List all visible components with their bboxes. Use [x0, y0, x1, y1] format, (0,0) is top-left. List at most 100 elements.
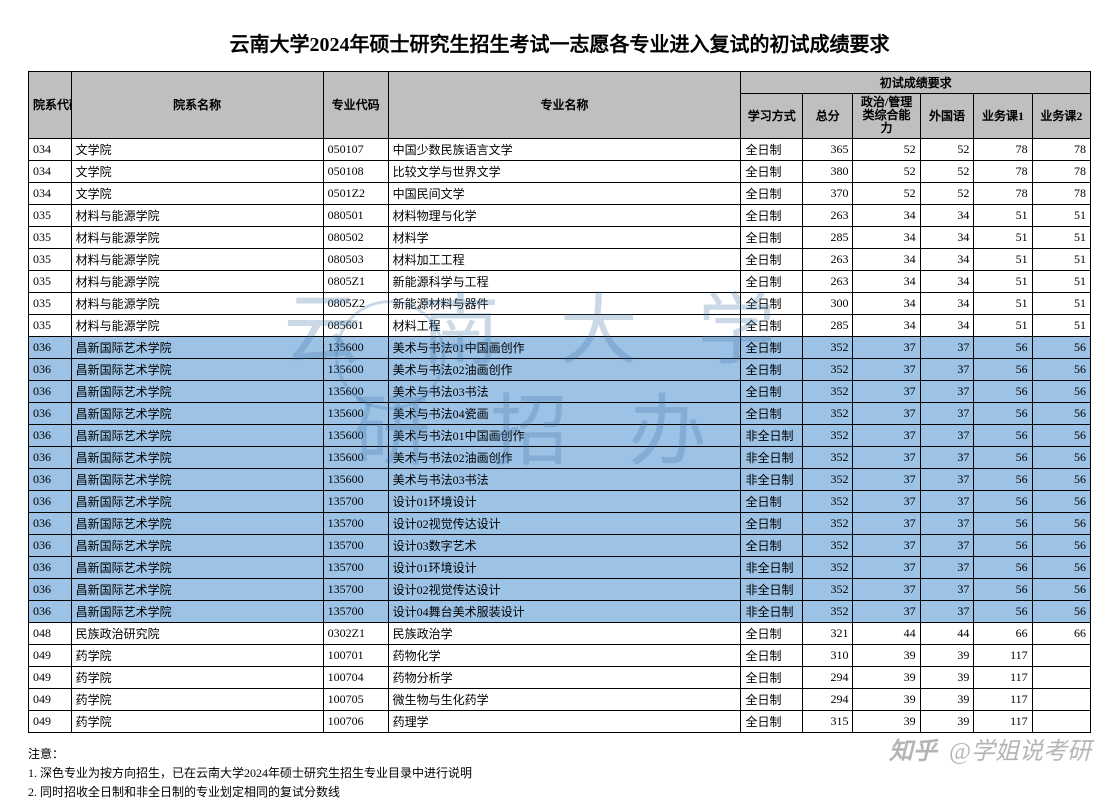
cell-maj: 135600: [323, 380, 388, 402]
cell-majn: 美术与书法03书法: [388, 380, 741, 402]
cell-s1: 51: [974, 204, 1032, 226]
cell-s1: 66: [974, 622, 1032, 644]
cell-majn: 美术与书法01中国画创作: [388, 336, 741, 358]
table-row: 036昌新国际艺术学院135700设计04舞台美术服装设计非全日制3523737…: [29, 600, 1091, 622]
cell-mode: 全日制: [741, 402, 803, 424]
cell-mode: 全日制: [741, 534, 803, 556]
cell-mode: 全日制: [741, 336, 803, 358]
cell-s2: 56: [1032, 556, 1090, 578]
cell-maj: 080502: [323, 226, 388, 248]
cell-s1: 78: [974, 138, 1032, 160]
cell-s2: [1032, 710, 1090, 732]
cell-dept: 035: [29, 314, 72, 336]
cell-maj: 080501: [323, 204, 388, 226]
cell-deptn: 昌新国际艺术学院: [71, 490, 323, 512]
cell-s2: 51: [1032, 292, 1090, 314]
cell-lang: 37: [920, 578, 974, 600]
th-dept-code: 院系代码: [29, 72, 72, 139]
cell-maj: 100706: [323, 710, 388, 732]
cell-pol: 52: [853, 160, 920, 182]
cell-deptn: 昌新国际艺术学院: [71, 468, 323, 490]
cell-maj: 100704: [323, 666, 388, 688]
cell-lang: 37: [920, 336, 974, 358]
cell-majn: 设计01环境设计: [388, 556, 741, 578]
cell-total: 285: [803, 226, 853, 248]
cell-s1: 56: [974, 512, 1032, 534]
cell-s2: 51: [1032, 248, 1090, 270]
cell-s2: 56: [1032, 336, 1090, 358]
cell-deptn: 昌新国际艺术学院: [71, 402, 323, 424]
cell-maj: 050107: [323, 138, 388, 160]
cell-s2: [1032, 666, 1090, 688]
cell-deptn: 材料与能源学院: [71, 270, 323, 292]
cell-deptn: 文学院: [71, 182, 323, 204]
cell-deptn: 昌新国际艺术学院: [71, 424, 323, 446]
cell-mode: 全日制: [741, 710, 803, 732]
table-header: 院系代码 院系名称 专业代码 专业名称 初试成绩要求 学习方式 总分 政治/管理…: [29, 72, 1091, 139]
cell-majn: 药理学: [388, 710, 741, 732]
cell-majn: 美术与书法04瓷画: [388, 402, 741, 424]
cell-mode: 非全日制: [741, 578, 803, 600]
cell-mode: 非全日制: [741, 424, 803, 446]
score-table: 院系代码 院系名称 专业代码 专业名称 初试成绩要求 学习方式 总分 政治/管理…: [28, 71, 1091, 733]
cell-lang: 34: [920, 270, 974, 292]
cell-lang: 37: [920, 600, 974, 622]
cell-dept: 036: [29, 336, 72, 358]
cell-dept: 035: [29, 226, 72, 248]
cell-mode: 全日制: [741, 160, 803, 182]
cell-s2: 51: [1032, 314, 1090, 336]
cell-s1: 56: [974, 468, 1032, 490]
table-row: 036昌新国际艺术学院135600美术与书法01中国画创作全日制35237375…: [29, 336, 1091, 358]
th-major-name: 专业名称: [388, 72, 741, 139]
table-row: 035材料与能源学院080503材料加工工程全日制26334345151: [29, 248, 1091, 270]
cell-s1: 117: [974, 666, 1032, 688]
cell-majn: 美术与书法02油画创作: [388, 446, 741, 468]
cell-majn: 设计02视觉传达设计: [388, 512, 741, 534]
cell-maj: 100705: [323, 688, 388, 710]
page-title: 云南大学2024年硕士研究生招生考试一志愿各专业进入复试的初试成绩要求: [0, 0, 1119, 71]
cell-dept: 036: [29, 578, 72, 600]
th-major-code: 专业代码: [323, 72, 388, 139]
th-foreign: 外国语: [920, 94, 974, 139]
cell-dept: 036: [29, 512, 72, 534]
cell-s2: 56: [1032, 578, 1090, 600]
cell-deptn: 药学院: [71, 666, 323, 688]
cell-s1: 51: [974, 226, 1032, 248]
cell-deptn: 昌新国际艺术学院: [71, 358, 323, 380]
cell-s1: 117: [974, 688, 1032, 710]
cell-s1: 56: [974, 336, 1032, 358]
table-row: 035材料与能源学院080502材料学全日制28534345151: [29, 226, 1091, 248]
cell-dept: 036: [29, 424, 72, 446]
table-row: 034文学院0501Z2中国民间文学全日制37052527878: [29, 182, 1091, 204]
table-row: 035材料与能源学院080501材料物理与化学全日制26334345151: [29, 204, 1091, 226]
th-score-group: 初试成绩要求: [741, 72, 1091, 94]
cell-lang: 37: [920, 358, 974, 380]
cell-deptn: 药学院: [71, 688, 323, 710]
table-row: 036昌新国际艺术学院135700设计02视觉传达设计非全日制352373756…: [29, 578, 1091, 600]
cell-total: 263: [803, 204, 853, 226]
cell-pol: 52: [853, 138, 920, 160]
cell-mode: 全日制: [741, 270, 803, 292]
cell-majn: 比较文学与世界文学: [388, 160, 741, 182]
notes-line-1: 1. 深色专业为按方向招生，已在云南大学2024年硕士研究生招生专业目录中进行说…: [28, 764, 1091, 783]
cell-pol: 37: [853, 578, 920, 600]
cell-total: 310: [803, 644, 853, 666]
cell-maj: 135700: [323, 490, 388, 512]
cell-deptn: 昌新国际艺术学院: [71, 556, 323, 578]
th-subj1: 业务课1: [974, 94, 1032, 139]
cell-pol: 37: [853, 402, 920, 424]
cell-deptn: 材料与能源学院: [71, 314, 323, 336]
cell-majn: 中国民间文学: [388, 182, 741, 204]
cell-dept: 034: [29, 138, 72, 160]
cell-lang: 37: [920, 534, 974, 556]
cell-lang: 37: [920, 490, 974, 512]
cell-pol: 37: [853, 424, 920, 446]
cell-pol: 34: [853, 204, 920, 226]
notes-block: 注意： 1. 深色专业为按方向招生，已在云南大学2024年硕士研究生招生专业目录…: [0, 733, 1119, 802]
cell-total: 352: [803, 336, 853, 358]
cell-mode: 全日制: [741, 622, 803, 644]
cell-pol: 34: [853, 270, 920, 292]
cell-s2: 51: [1032, 270, 1090, 292]
cell-pol: 37: [853, 380, 920, 402]
cell-dept: 035: [29, 204, 72, 226]
